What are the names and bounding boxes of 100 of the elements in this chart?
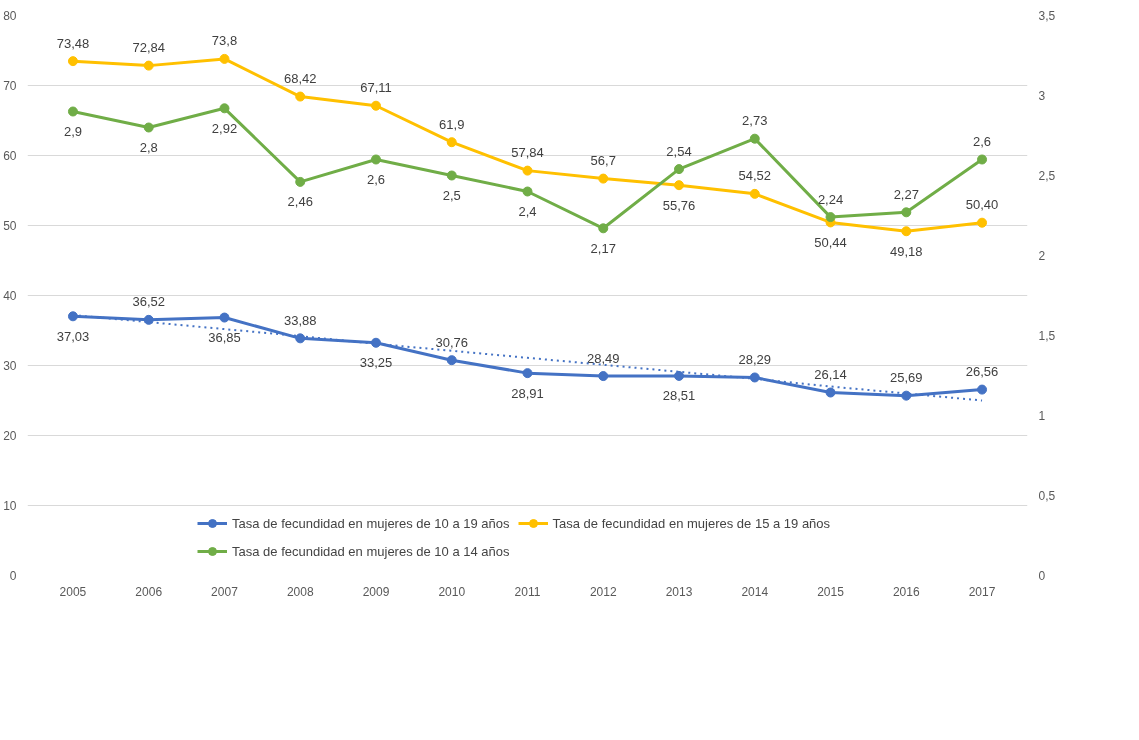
y2-tick-label: 2 — [1038, 249, 1046, 263]
point — [219, 53, 230, 64]
data-label: 33,25 — [359, 355, 393, 371]
data-label: 2,92 — [211, 120, 238, 136]
point — [901, 390, 912, 401]
data-label: 25,69 — [890, 370, 923, 386]
data-label: 26,14 — [814, 367, 847, 383]
data-label: 28,51 — [662, 388, 696, 404]
y-tick-label: 40 — [3, 289, 17, 303]
point — [674, 180, 685, 191]
point — [67, 106, 78, 117]
point — [370, 337, 381, 348]
point — [370, 100, 381, 111]
point — [674, 164, 685, 175]
point — [219, 312, 230, 323]
y-tick-label: 20 — [3, 429, 17, 443]
x-tick-label: 2017 — [968, 584, 996, 599]
point — [295, 176, 306, 187]
data-label: 73,8 — [211, 33, 238, 49]
y2-tick-label: 1 — [1038, 409, 1046, 423]
x-tick-label: 2014 — [741, 584, 769, 599]
point — [977, 154, 988, 165]
data-label: 2,5 — [442, 188, 461, 203]
data-label: 2,24 — [817, 191, 844, 207]
point — [446, 137, 457, 148]
point — [901, 226, 912, 237]
y2-tick-label: 0 — [1038, 569, 1046, 583]
point — [522, 165, 533, 176]
data-label: 54,52 — [738, 168, 772, 184]
data-label: 50,44 — [814, 234, 847, 250]
y-tick-label: 50 — [3, 219, 17, 233]
legend-label: Tasa de fecundidad en mujeres de 10 a 14 años — [232, 543, 510, 559]
point — [749, 133, 760, 144]
point — [446, 170, 457, 181]
x-tick-label: 2013 — [665, 584, 693, 599]
y-tick-label: 0 — [9, 569, 17, 583]
y-tick-label: 10 — [3, 499, 17, 513]
data-label: 56,7 — [590, 153, 616, 169]
x-tick-label: 2005 — [59, 584, 87, 599]
y2-tick-label: 3 — [1038, 89, 1046, 103]
point — [67, 311, 78, 322]
data-label: 2,4 — [518, 204, 537, 219]
data-label: 68,42 — [283, 71, 317, 87]
data-label: 73,48 — [56, 35, 90, 51]
point — [749, 372, 760, 383]
data-label: 2,46 — [287, 194, 313, 210]
point — [674, 370, 685, 381]
data-label: 28,49 — [586, 350, 620, 366]
x-tick-label: 2011 — [514, 584, 541, 599]
data-label: 28,91 — [511, 385, 544, 401]
point — [825, 212, 836, 223]
legend-label: Tasa de fecundidad en mujeres de 15 a 19 años — [552, 515, 831, 531]
point — [901, 207, 912, 218]
data-label: 28,29 — [738, 351, 772, 367]
y-tick-label: 60 — [3, 149, 17, 163]
x-tick-label: 2008 — [286, 584, 314, 599]
data-label: 2,8 — [139, 140, 158, 155]
point — [67, 56, 78, 67]
y-tick-label: 30 — [3, 359, 17, 373]
data-label: 2,54 — [666, 143, 692, 159]
data-label: 2,6 — [973, 134, 992, 149]
point — [219, 103, 230, 114]
data-label: 2,9 — [63, 124, 82, 139]
point — [143, 122, 154, 133]
data-label: 37,03 — [56, 328, 90, 344]
data-label: 30,76 — [435, 334, 469, 350]
y2-tick-label: 3,5 — [1038, 9, 1056, 23]
data-label: 36,52 — [132, 294, 165, 310]
point — [446, 355, 457, 366]
point — [295, 333, 306, 344]
x-tick-label: 2007 — [211, 584, 239, 599]
x-tick-label: 2006 — [135, 584, 163, 599]
data-label: 33,88 — [283, 312, 317, 328]
point — [143, 60, 154, 71]
point — [143, 314, 154, 325]
x-tick-label: 2010 — [438, 584, 466, 599]
point — [370, 154, 381, 165]
x-tick-label: 2015 — [817, 584, 845, 599]
y-tick-label: 80 — [3, 9, 17, 23]
x-tick-label: 2012 — [589, 584, 617, 599]
data-label: 50,40 — [965, 197, 999, 213]
point — [977, 384, 988, 395]
y2-tick-label: 0,5 — [1038, 489, 1056, 503]
x-tick-label: 2009 — [362, 584, 390, 599]
data-label: 2,17 — [590, 240, 616, 256]
point — [295, 91, 306, 102]
point — [977, 217, 988, 228]
data-label: 61,9 — [439, 116, 465, 132]
y2-tick-label: 2,5 — [1038, 169, 1056, 183]
data-label: 55,76 — [662, 197, 696, 213]
data-label: 36,85 — [208, 330, 241, 346]
data-label: 57,84 — [511, 145, 544, 161]
point — [598, 371, 609, 382]
point — [522, 368, 533, 379]
point — [598, 173, 609, 184]
data-label: 2,73 — [742, 113, 768, 129]
point — [598, 223, 609, 234]
y-tick-label: 70 — [3, 79, 17, 93]
data-label: 67,11 — [360, 80, 392, 96]
x-tick-label: 2016 — [892, 584, 920, 599]
